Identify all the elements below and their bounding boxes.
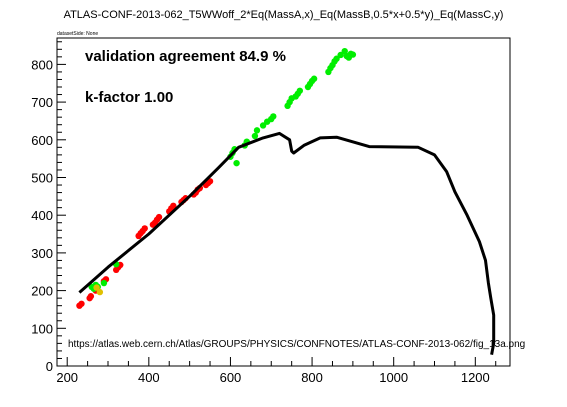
data-point <box>87 293 95 300</box>
x-tick-label: 1000 <box>379 370 408 385</box>
x-tick-label: 400 <box>138 370 160 385</box>
data-points <box>76 47 357 309</box>
y-tick-label: 500 <box>31 170 53 185</box>
data-point <box>78 300 85 307</box>
data-point <box>155 213 163 221</box>
y-tick-label: 100 <box>31 321 53 336</box>
axes <box>56 37 511 367</box>
exclusion-contour-line <box>78 131 496 355</box>
data-point <box>170 202 177 209</box>
y-tick-label: 400 <box>31 208 53 223</box>
x-tick-label: 600 <box>220 370 242 385</box>
x-tick-label: 800 <box>301 370 323 385</box>
data-point <box>96 288 104 296</box>
data-point <box>337 51 344 59</box>
data-point <box>341 47 348 55</box>
x-tick-label: 1200 <box>461 370 490 385</box>
tick-labels: 200 400 600 800 1000 1200 0 100 200 300 400 500 600 7… <box>31 57 489 385</box>
data-point <box>270 113 277 120</box>
data-point <box>253 127 261 134</box>
data-point <box>296 87 304 94</box>
data-point <box>333 55 340 62</box>
dataset-label: datasetSide: None <box>57 31 99 37</box>
data-point <box>259 122 267 129</box>
kfactor-annotation: k-factor 1.00 <box>85 89 173 106</box>
page-title: ATLAS-CONF-2013-062_T5WWoff_2*Eq(MassA,x… <box>63 9 504 21</box>
y-tick-label: 200 <box>31 284 53 299</box>
y-tick-label: 300 <box>31 246 53 261</box>
y-tick-label: 0 <box>46 359 53 374</box>
data-point <box>100 279 108 287</box>
plot-frame <box>56 37 511 367</box>
data-point <box>93 284 100 291</box>
data-point <box>349 51 357 58</box>
data-point <box>141 225 148 232</box>
y-tick-label: 700 <box>31 95 53 110</box>
agreement-annotation: validation agreement 84.9 % <box>85 48 286 65</box>
url-annotation: https://atlas.web.cern.ch/Atlas/GROUPS/P… <box>68 339 525 350</box>
data-point <box>233 159 240 167</box>
tick-marks <box>57 41 497 367</box>
data-point <box>310 75 318 82</box>
x-tick-label: 200 <box>56 370 78 385</box>
y-tick-label: 800 <box>31 57 53 72</box>
y-tick-label: 600 <box>31 133 53 148</box>
data-point <box>251 132 259 140</box>
